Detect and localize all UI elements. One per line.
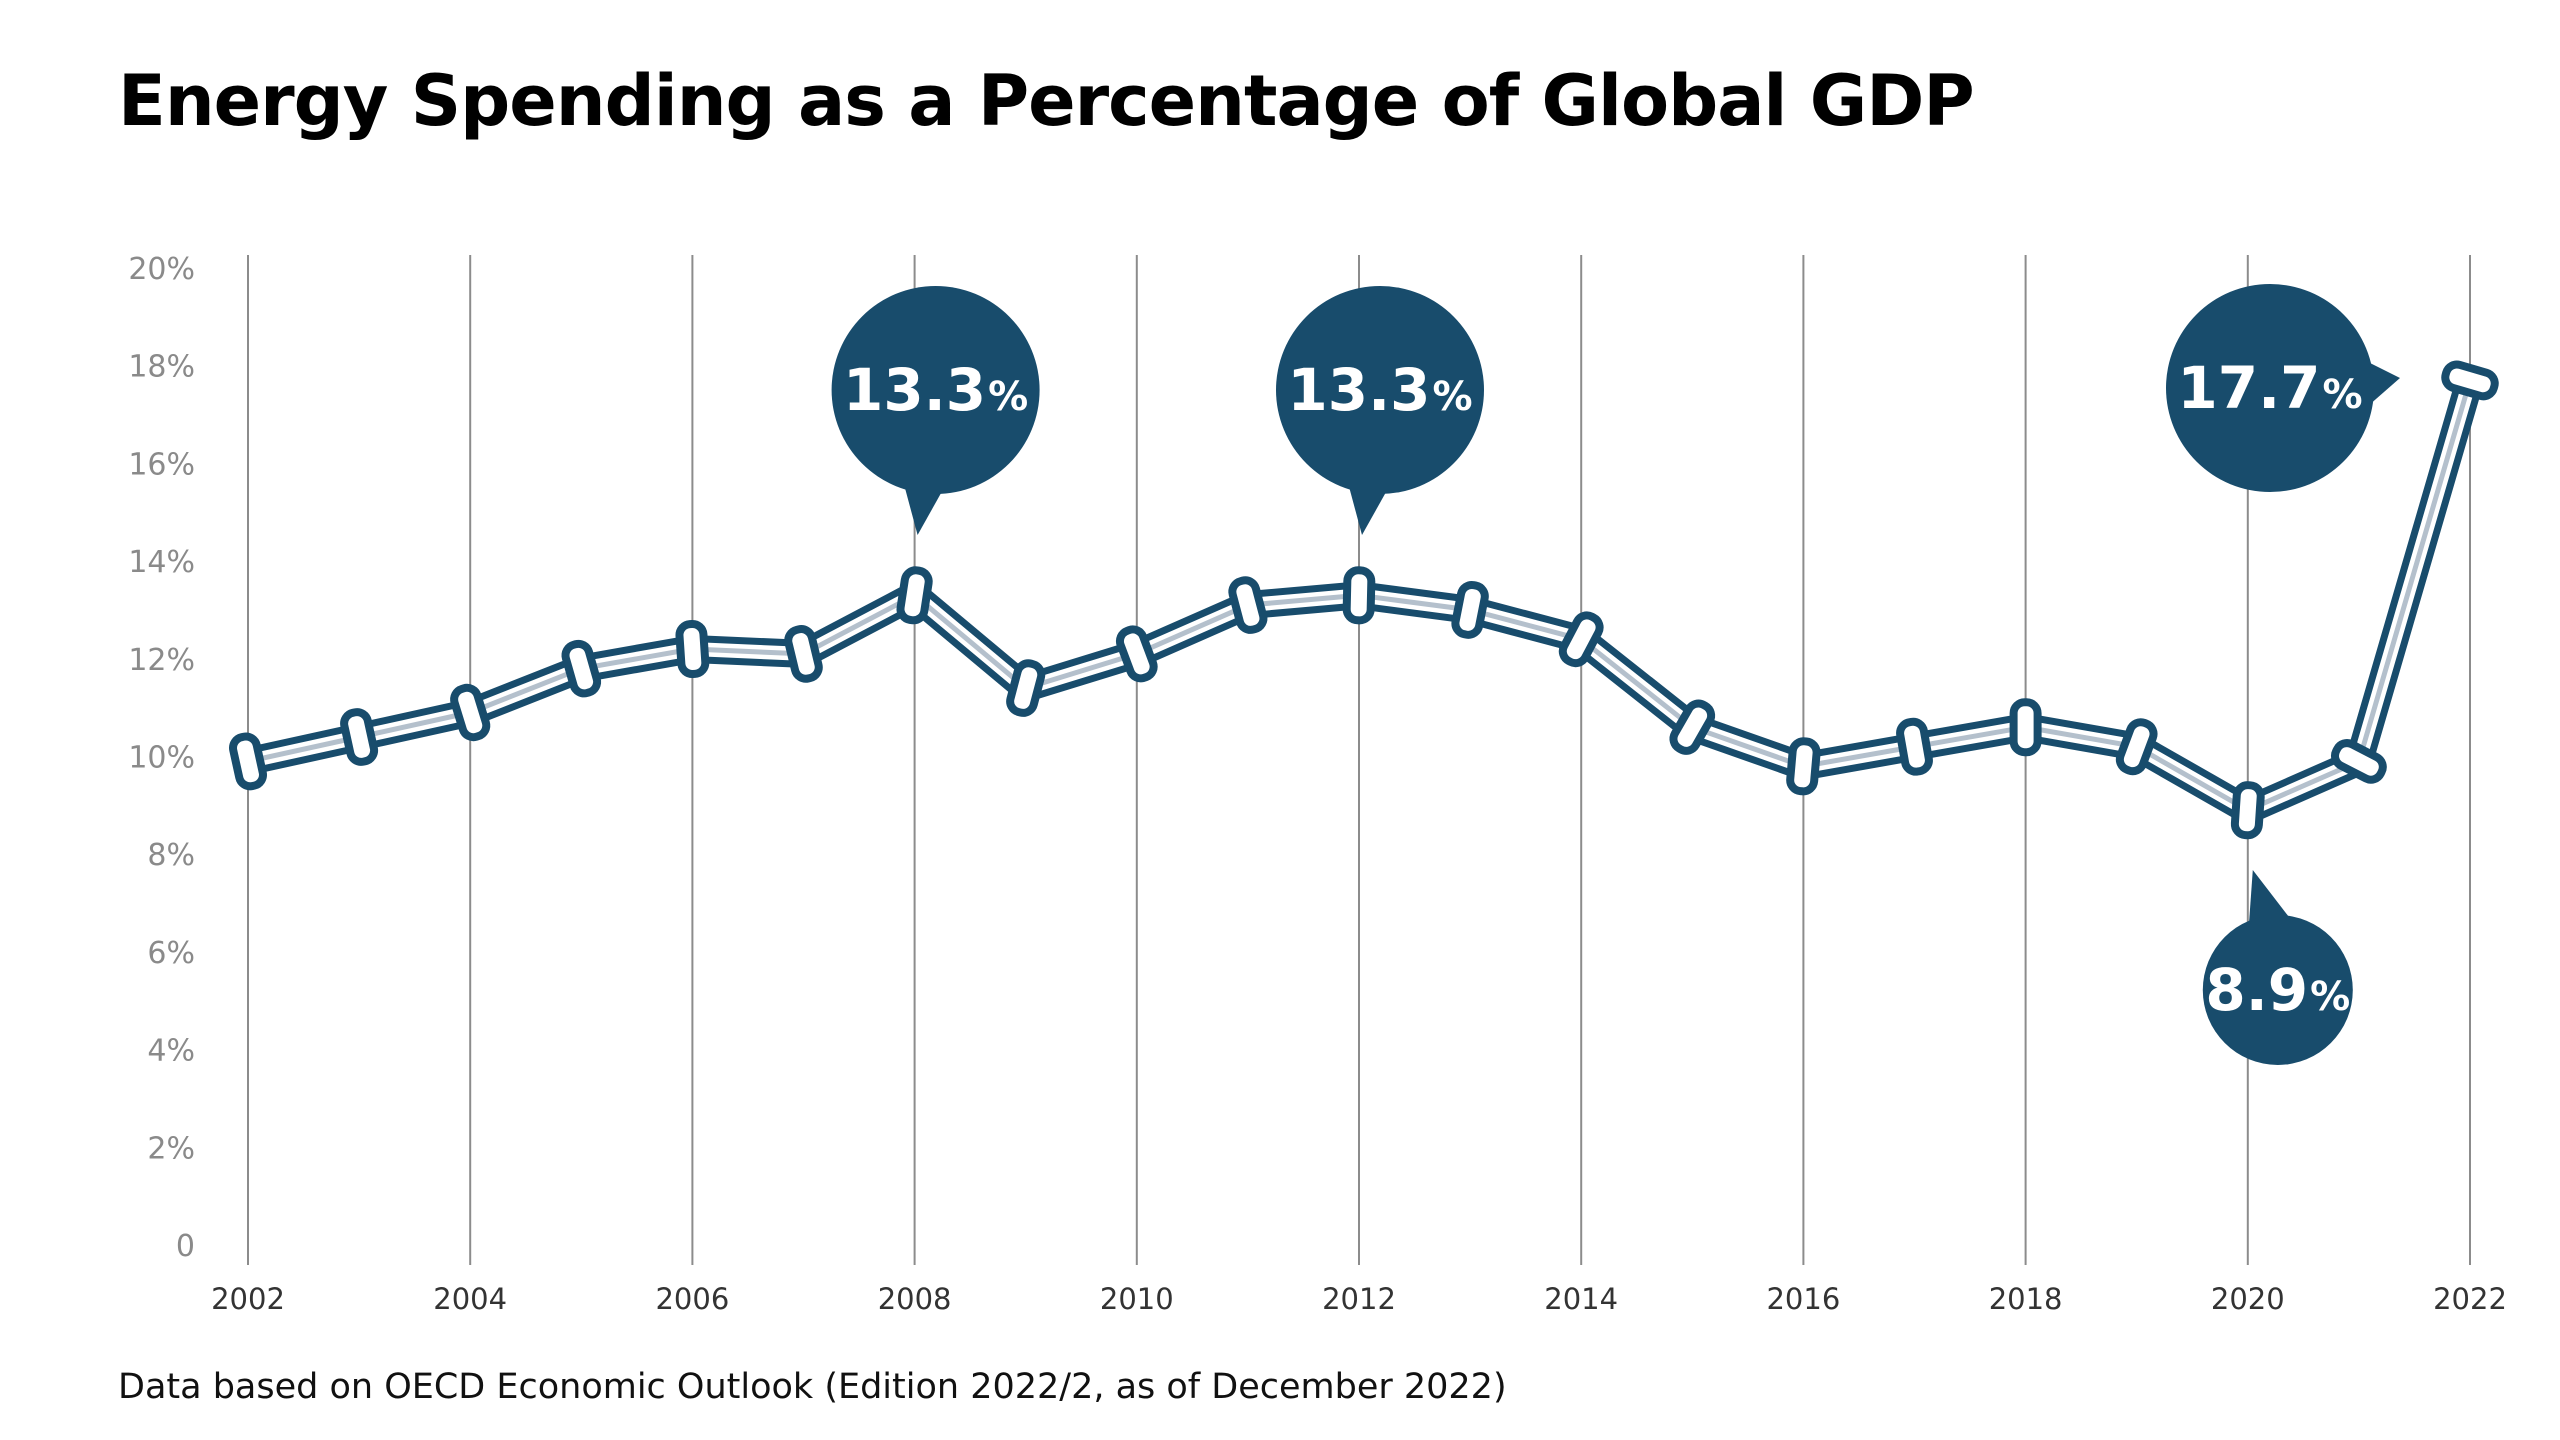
callout-unit: %	[1433, 374, 1473, 420]
y-tick-label: 16%	[128, 447, 195, 482]
callout-unit: %	[2323, 372, 2363, 418]
x-tick-label: 2002	[211, 1282, 285, 1316]
data-point-2021	[2331, 739, 2387, 784]
data-point-2020	[2230, 781, 2265, 840]
data-point-2010	[1115, 625, 1158, 683]
x-tick-label: 2022	[2433, 1282, 2507, 1316]
x-tick-label: 2014	[1544, 1282, 1618, 1316]
data-point-2017	[1896, 717, 1933, 776]
callout-value: 17.7	[2177, 354, 2320, 422]
y-tick-label: 6%	[147, 936, 195, 971]
y-tick-label: 20%	[128, 252, 195, 287]
callout-2008: 13.3%	[831, 286, 1040, 535]
y-tick-label: 8%	[147, 838, 195, 873]
y-tick-label: 4%	[147, 1034, 195, 1069]
x-tick-label: 2006	[655, 1282, 729, 1316]
callout-value: 8.9	[2205, 956, 2308, 1024]
x-tick-label: 2008	[878, 1282, 952, 1316]
data-point-2016	[1786, 737, 1821, 796]
callout-label: 13.3%	[1287, 356, 1472, 424]
data-point-2005	[561, 639, 602, 698]
x-axis-ticks: 2002 2004 2006 2008 2010 2012 2014 2016 2018 2020…	[211, 1282, 2507, 1316]
data-point-2002	[229, 732, 267, 791]
x-tick-label: 2016	[1766, 1282, 1840, 1316]
data-point-markers	[229, 360, 2499, 840]
y-axis-ticks: 0 2% 4% 6% 8% 10% 12% 14% 16% 18% 20%	[128, 252, 195, 1264]
chart-title: Energy Spending as a Percentage of Globa…	[118, 60, 1975, 142]
source-note: Data based on OECD Economic Outlook (Edi…	[118, 1367, 1507, 1407]
callout-value: 13.3	[1287, 356, 1430, 424]
data-point-2008	[896, 566, 933, 625]
data-point-2015	[1669, 699, 1716, 755]
data-point-2007	[784, 625, 823, 683]
y-tick-label: 12%	[128, 643, 195, 678]
callout-bubble	[2166, 284, 2374, 492]
y-tick-label: 0	[176, 1229, 195, 1264]
y-tick-label: 2%	[147, 1131, 195, 1166]
callout-label: 17.7%	[2177, 354, 2362, 422]
y-tick-label: 10%	[128, 741, 195, 776]
data-point-2006	[675, 619, 710, 679]
callout-bubble	[2202, 915, 2353, 1065]
data-point-2003	[340, 708, 379, 766]
callout-unit: %	[988, 374, 1028, 420]
data-point-2019	[2115, 718, 2158, 776]
data-point-2012	[1342, 566, 1376, 625]
data-point-2013	[1451, 580, 1489, 639]
callout-2020: 8.9%	[2202, 870, 2353, 1065]
data-point-2011	[1228, 576, 1268, 634]
callout-2012: 13.3%	[1276, 286, 1484, 535]
grid-layer	[247, 255, 2471, 1265]
data-point-2009	[1006, 659, 1046, 717]
callout-unit: %	[2310, 974, 2350, 1020]
callout-2022: 17.7%	[2166, 284, 2400, 492]
x-tick-label: 2012	[1322, 1282, 1396, 1316]
callout-label: 8.9%	[2205, 956, 2350, 1024]
callout-value: 13.3	[843, 356, 986, 424]
callout-label: 13.3%	[843, 356, 1028, 424]
x-tick-label: 2018	[1989, 1282, 2063, 1316]
data-point-2004	[450, 683, 491, 742]
y-tick-label: 14%	[128, 545, 195, 580]
x-tick-label: 2004	[433, 1282, 507, 1316]
data-point-2018	[2009, 698, 2042, 757]
x-tick-label: 2020	[2211, 1282, 2285, 1316]
callout-bubble	[1276, 286, 1484, 494]
callout-bubble	[831, 286, 1040, 494]
y-tick-label: 18%	[128, 350, 195, 385]
x-tick-label: 2010	[1100, 1282, 1174, 1316]
data-point-2022	[2441, 360, 2499, 401]
data-point-2014	[1558, 611, 1604, 668]
value-callouts: 13.3% 13.3% 17.7%8.9%	[831, 284, 2400, 1065]
